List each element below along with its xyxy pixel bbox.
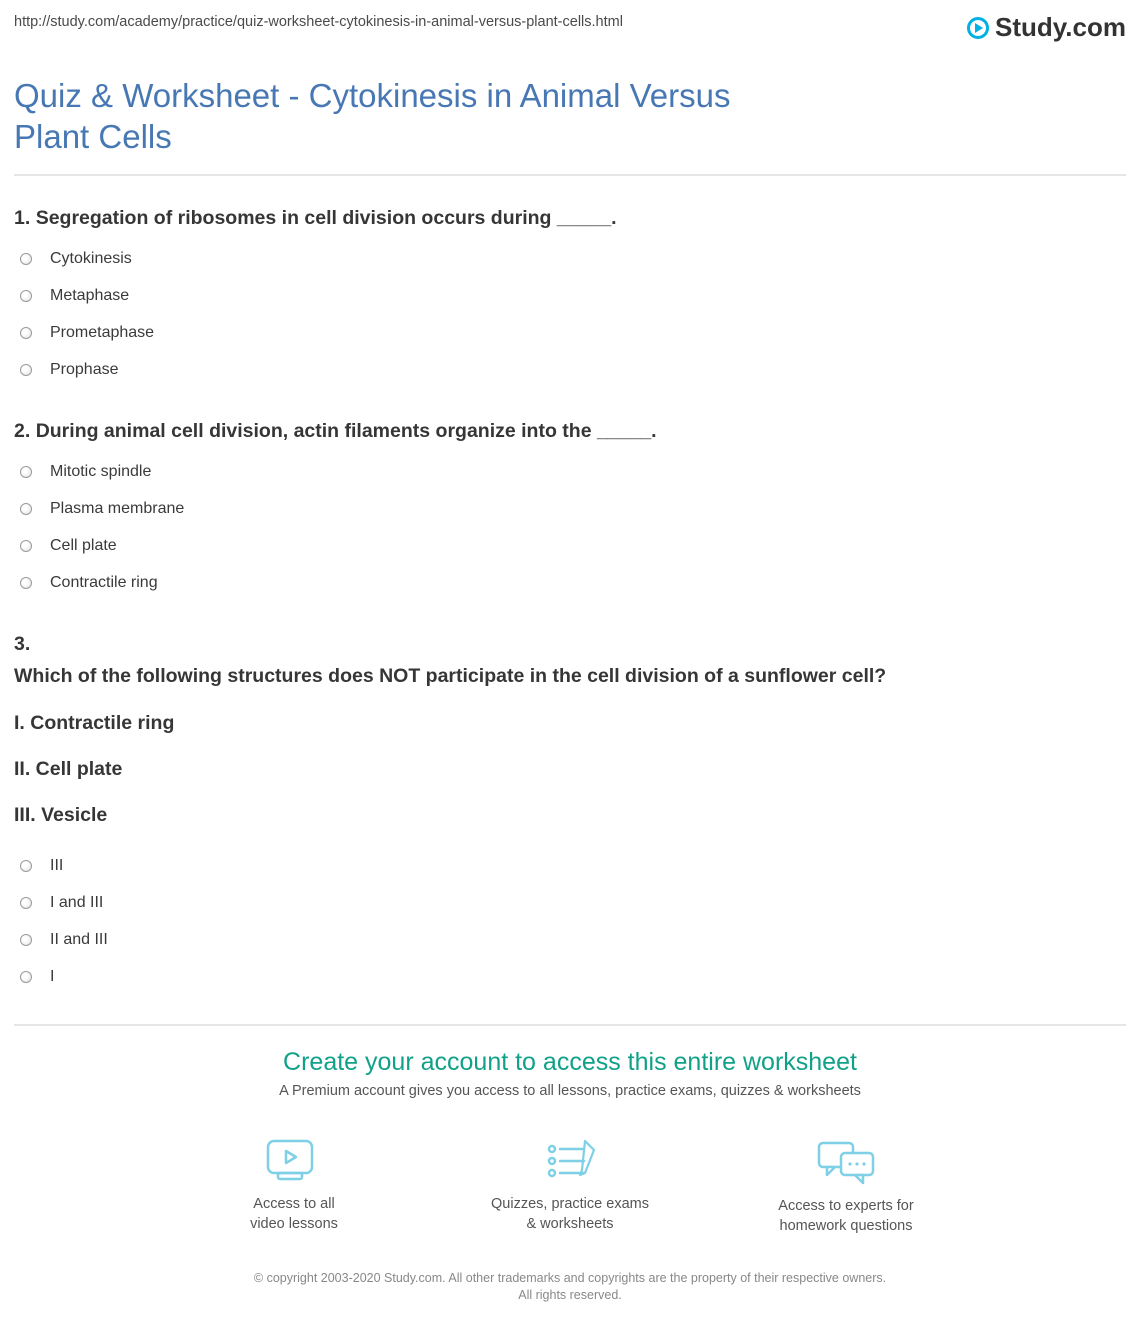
video-icon: [266, 1139, 322, 1183]
feature-quiz: Quizzes, practice exams & worksheets: [480, 1139, 660, 1236]
play-icon: [967, 17, 989, 39]
question-line: III. Vesicle: [14, 801, 1126, 829]
question-text: Which of the following structures does N…: [14, 662, 1126, 690]
question-line: II. Cell plate: [14, 755, 1126, 783]
radio-icon[interactable]: [20, 934, 32, 946]
question-2: 2. During animal cell division, actin fi…: [14, 417, 1126, 592]
feature-text-1: Access to all: [204, 1195, 384, 1215]
option[interactable]: I and III: [20, 894, 1126, 912]
option[interactable]: II and III: [20, 931, 1126, 949]
feature-text-1: Quizzes, practice exams: [480, 1195, 660, 1215]
feature-text-2: & worksheets: [480, 1215, 660, 1235]
option[interactable]: Prometaphase: [20, 324, 1126, 342]
brand-logo[interactable]: Study.com: [967, 12, 1126, 43]
question-text: 1. Segregation of ribosomes in cell divi…: [14, 204, 1126, 232]
question-text: 2. During animal cell division, actin fi…: [14, 417, 1126, 445]
option[interactable]: Plasma membrane: [20, 500, 1126, 518]
feature-text-1: Access to experts for: [756, 1197, 936, 1217]
options-list: III I and III II and III I: [14, 857, 1126, 986]
option[interactable]: Metaphase: [20, 287, 1126, 305]
radio-icon[interactable]: [20, 327, 32, 339]
radio-icon[interactable]: [20, 540, 32, 552]
radio-icon[interactable]: [20, 466, 32, 478]
option[interactable]: Cytokinesis: [20, 250, 1126, 268]
chat-icon: [815, 1139, 877, 1185]
option[interactable]: Contractile ring: [20, 574, 1126, 592]
radio-icon[interactable]: [20, 577, 32, 589]
features-row: Access to all video lessons Quizzes, pra…: [14, 1139, 1126, 1236]
options-list: Mitotic spindle Plasma membrane Cell pla…: [14, 463, 1126, 592]
cta-title: Create your account to access this entir…: [14, 1048, 1126, 1077]
feature-chat: Access to experts for homework questions: [756, 1139, 936, 1236]
quiz-icon: [542, 1139, 598, 1183]
feature-text-2: homework questions: [756, 1217, 936, 1237]
page-url: http://study.com/academy/practice/quiz-w…: [14, 12, 623, 30]
options-list: Cytokinesis Metaphase Prometaphase Proph…: [14, 250, 1126, 379]
title-divider: [14, 174, 1126, 176]
question-line: I. Contractile ring: [14, 709, 1126, 737]
feature-text-2: video lessons: [204, 1215, 384, 1235]
section-divider: [14, 1024, 1126, 1026]
radio-icon[interactable]: [20, 971, 32, 983]
option[interactable]: Prophase: [20, 361, 1126, 379]
question-3: 3. Which of the following structures doe…: [14, 630, 1126, 986]
radio-icon[interactable]: [20, 253, 32, 265]
cta-subtitle: A Premium account gives you access to al…: [14, 1083, 1126, 1099]
radio-icon[interactable]: [20, 503, 32, 515]
radio-icon[interactable]: [20, 860, 32, 872]
radio-icon[interactable]: [20, 897, 32, 909]
question-number: 3.: [14, 630, 1126, 658]
brand-name: Study.com: [995, 12, 1126, 43]
option[interactable]: III: [20, 857, 1126, 875]
option[interactable]: Mitotic spindle: [20, 463, 1126, 481]
question-1: 1. Segregation of ribosomes in cell divi…: [14, 204, 1126, 379]
feature-video: Access to all video lessons: [204, 1139, 384, 1236]
header: http://study.com/academy/practice/quiz-w…: [14, 12, 1126, 43]
option[interactable]: I: [20, 968, 1126, 986]
page-title: Quiz & Worksheet - Cytokinesis in Animal…: [14, 75, 744, 174]
radio-icon[interactable]: [20, 364, 32, 376]
radio-icon[interactable]: [20, 290, 32, 302]
copyright: © copyright 2003-2020 Study.com. All oth…: [250, 1270, 890, 1304]
option[interactable]: Cell plate: [20, 537, 1126, 555]
